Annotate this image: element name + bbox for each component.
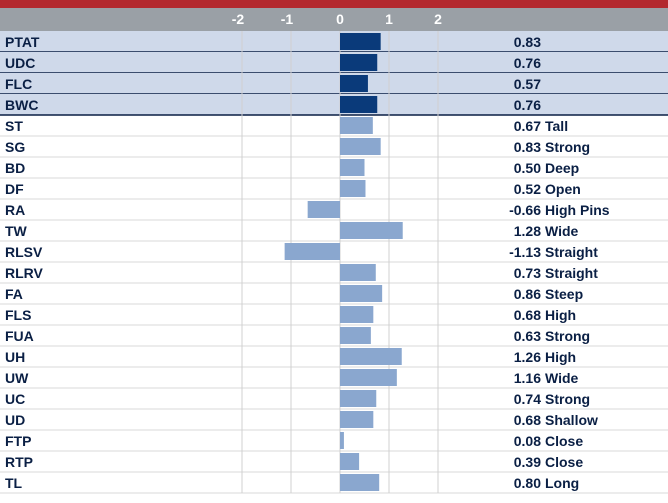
desc-label-sg: Strong — [545, 139, 590, 155]
desc-label-ftp: Close — [545, 433, 583, 449]
bar-tw — [340, 222, 403, 239]
value-label-uw: 1.16 — [514, 370, 541, 386]
bar-tl — [340, 474, 380, 491]
row-label-ftp: FTP — [5, 433, 31, 449]
bar-st — [340, 117, 373, 134]
bar-rtp — [340, 453, 360, 470]
row-label-uw: UW — [5, 370, 29, 386]
bar-bwc — [340, 96, 378, 113]
desc-label-st: Tall — [545, 118, 568, 134]
tick-label-neg2: -2 — [232, 11, 245, 27]
bar-sg — [340, 138, 381, 155]
row-label-ptat: PTAT — [5, 34, 40, 50]
value-label-uh: 1.26 — [514, 349, 541, 365]
desc-label-uc: Strong — [545, 391, 590, 407]
bar-rlrv — [340, 264, 376, 281]
highlight-row-bg — [0, 52, 668, 73]
value-label-ud: 0.68 — [514, 412, 541, 428]
top-accent-bar — [0, 0, 668, 8]
value-label-st: 0.67 — [514, 118, 541, 134]
value-label-bwc: 0.76 — [514, 97, 541, 113]
desc-label-fls: High — [545, 307, 576, 323]
desc-label-rlrv: Straight — [545, 265, 598, 281]
row-label-flc: FLC — [5, 76, 32, 92]
tick-label-neg1: -1 — [281, 11, 294, 27]
row-label-udc: UDC — [5, 55, 35, 71]
row-label-st: ST — [5, 118, 23, 134]
value-label-ftp: 0.08 — [514, 433, 541, 449]
desc-label-ra: High Pins — [545, 202, 610, 218]
value-label-fa: 0.86 — [514, 286, 541, 302]
row-label-tl: TL — [5, 475, 23, 491]
desc-label-tl: Long — [545, 475, 579, 491]
row-label-bwc: BWC — [5, 97, 38, 113]
value-label-tw: 1.28 — [514, 223, 541, 239]
row-label-ud: UD — [5, 412, 25, 428]
row-label-rlrv: RLRV — [5, 265, 44, 281]
desc-label-rtp: Close — [545, 454, 583, 470]
value-label-fls: 0.68 — [514, 307, 541, 323]
row-label-uc: UC — [5, 391, 25, 407]
row-label-fua: FUA — [5, 328, 34, 344]
bar-ftp — [340, 432, 344, 449]
highlight-row-bg — [0, 31, 668, 52]
desc-label-tw: Wide — [545, 223, 579, 239]
value-label-ptat: 0.83 — [514, 34, 541, 50]
bar-fua — [340, 327, 371, 344]
value-label-fua: 0.63 — [514, 328, 541, 344]
tick-label-2: 2 — [434, 11, 442, 27]
bar-flc — [340, 75, 368, 92]
value-label-udc: 0.76 — [514, 55, 541, 71]
row-label-rtp: RTP — [5, 454, 33, 470]
bar-df — [340, 180, 366, 197]
desc-label-uw: Wide — [545, 370, 579, 386]
desc-label-rlsv: Straight — [545, 244, 598, 260]
desc-label-df: Open — [545, 181, 581, 197]
value-label-df: 0.52 — [514, 181, 541, 197]
value-label-bd: 0.50 — [514, 160, 541, 176]
row-label-fa: FA — [5, 286, 23, 302]
bar-udc — [340, 54, 378, 71]
value-label-rtp: 0.39 — [514, 454, 541, 470]
bar-bd — [340, 159, 365, 176]
highlight-row-bg — [0, 94, 668, 115]
desc-label-ud: Shallow — [545, 412, 598, 428]
value-label-sg: 0.83 — [514, 139, 541, 155]
bar-ra — [307, 201, 340, 218]
value-label-ra: -0.66 — [509, 202, 541, 218]
value-label-flc: 0.57 — [514, 76, 541, 92]
row-label-ra: RA — [5, 202, 25, 218]
bar-fa — [340, 285, 383, 302]
row-label-uh: UH — [5, 349, 25, 365]
bar-uc — [340, 390, 377, 407]
bar-fls — [340, 306, 374, 323]
highlight-row-bg — [0, 73, 668, 94]
desc-label-uh: High — [545, 349, 576, 365]
value-label-uc: 0.74 — [514, 391, 541, 407]
desc-label-bd: Deep — [545, 160, 579, 176]
row-label-tw: TW — [5, 223, 28, 239]
desc-label-fa: Steep — [545, 286, 583, 302]
row-label-bd: BD — [5, 160, 25, 176]
desc-label-fua: Strong — [545, 328, 590, 344]
row-label-rlsv: RLSV — [5, 244, 43, 260]
bar-rlsv — [284, 243, 340, 260]
value-label-rlrv: 0.73 — [514, 265, 541, 281]
row-label-sg: SG — [5, 139, 25, 155]
bar-ptat — [340, 33, 381, 50]
row-label-df: DF — [5, 181, 24, 197]
value-label-rlsv: -1.13 — [509, 244, 541, 260]
axis-header — [0, 8, 668, 31]
bar-ud — [340, 411, 374, 428]
tick-label-0: 0 — [336, 11, 344, 27]
value-label-tl: 0.80 — [514, 475, 541, 491]
bar-uh — [340, 348, 402, 365]
tick-label-1: 1 — [385, 11, 393, 27]
row-label-fls: FLS — [5, 307, 31, 323]
bar-uw — [340, 369, 397, 386]
